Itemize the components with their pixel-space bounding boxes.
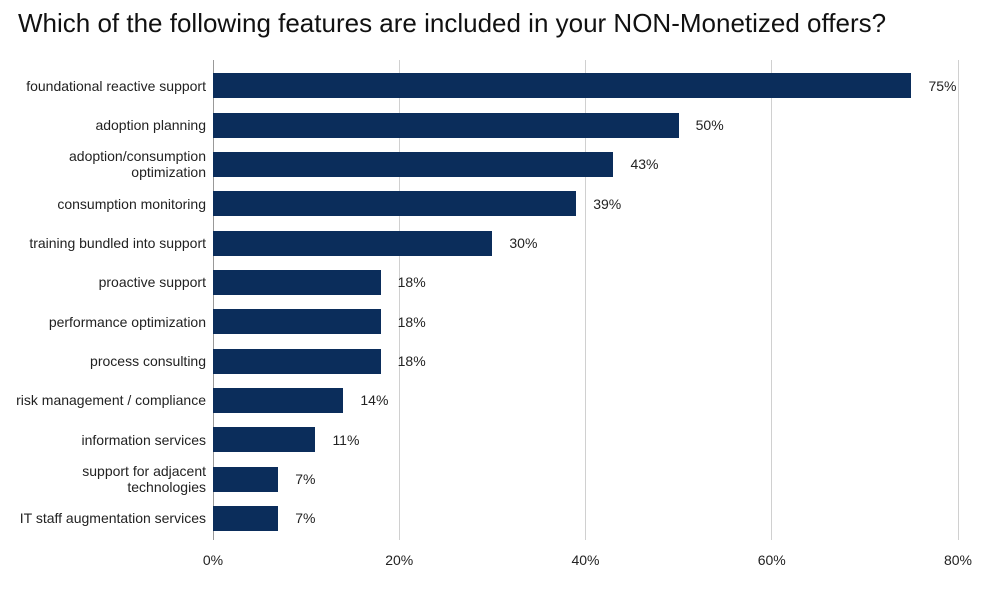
x-tick-label: 20% xyxy=(385,552,414,568)
value-label: 75% xyxy=(928,77,957,94)
value-label: 18% xyxy=(397,274,426,291)
value-label: 39% xyxy=(593,195,622,212)
y-tick-label: adoption/consumption optimization xyxy=(69,148,206,181)
y-tick-label: IT staff augmentation services xyxy=(19,510,206,527)
y-tick-label: consumption monitoring xyxy=(57,195,206,212)
bar xyxy=(213,387,344,413)
chart-title: Which of the following features are incl… xyxy=(18,8,887,38)
x-tick-label: 80% xyxy=(943,552,973,568)
value-label: 18% xyxy=(397,313,426,330)
y-tick-label: risk management / compliance xyxy=(16,392,206,409)
y-tick-label: information services xyxy=(81,431,207,448)
bar xyxy=(213,427,316,453)
bar xyxy=(213,73,912,99)
y-tick-label: support for adjacent technologies xyxy=(82,463,206,495)
bar xyxy=(213,230,493,256)
grid-line xyxy=(957,60,959,540)
bar xyxy=(213,191,577,217)
value-label: 50% xyxy=(695,117,724,133)
bar xyxy=(213,112,679,138)
y-tick-label: process consulting xyxy=(90,353,206,369)
bar xyxy=(213,348,381,374)
x-tick-label: 60% xyxy=(757,552,786,568)
y-tick-label: foundational reactive support xyxy=(26,77,206,94)
value-label: 7% xyxy=(295,510,316,527)
bar xyxy=(213,151,614,177)
y-tick-label: training bundled into support xyxy=(29,235,206,251)
y-tick-label: performance optimization xyxy=(48,313,206,330)
value-label: 14% xyxy=(360,392,389,409)
x-tick-label: 0% xyxy=(202,552,224,568)
bar xyxy=(213,269,381,295)
bar xyxy=(213,309,381,335)
grid-line xyxy=(398,60,400,540)
value-label: 11% xyxy=(332,431,360,448)
grid-line xyxy=(771,60,773,540)
y-tick-label: proactive support xyxy=(98,274,206,291)
bar xyxy=(213,505,279,531)
value-label: 30% xyxy=(509,235,538,251)
value-label: 18% xyxy=(397,353,426,369)
bar xyxy=(213,466,279,492)
grid-line xyxy=(585,60,586,540)
value-label: 7% xyxy=(295,471,316,487)
value-label: 43% xyxy=(630,156,659,173)
grid-line xyxy=(212,60,214,540)
x-tick-label: 40% xyxy=(571,552,600,568)
y-tick-label: adoption planning xyxy=(95,117,206,133)
